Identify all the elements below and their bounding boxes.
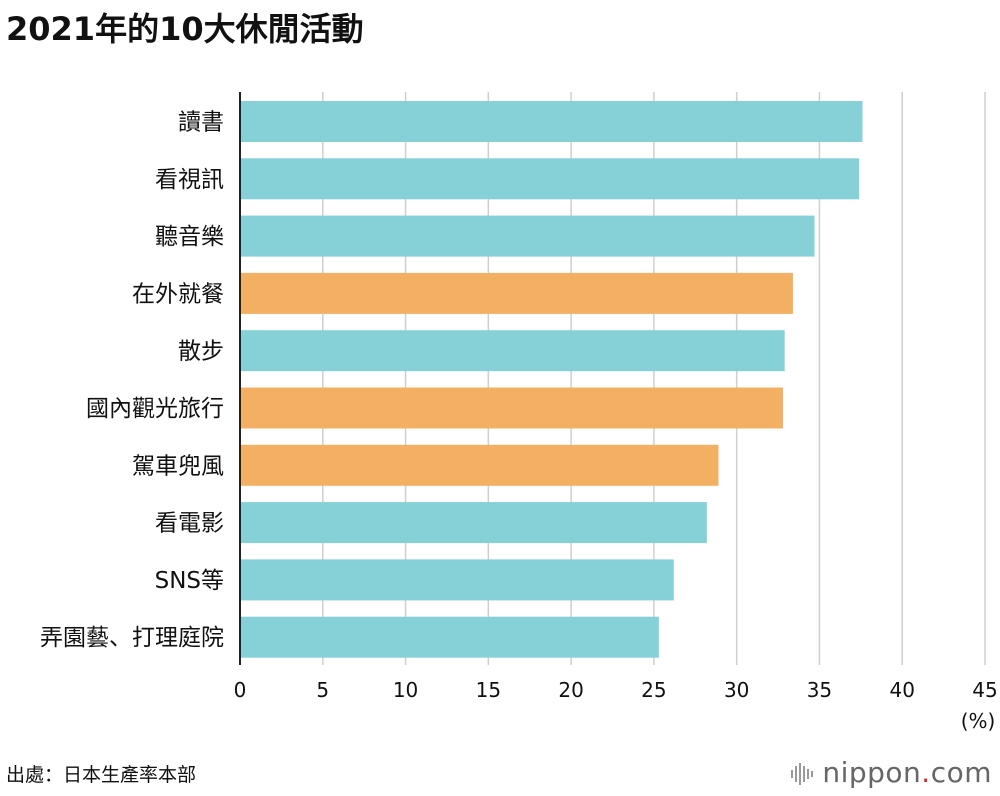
x-tick-label: 0 [234,678,247,702]
x-tick-label: 20 [558,678,583,702]
bar [240,158,860,200]
x-tick-label: 40 [889,678,914,702]
bar [240,215,815,257]
bar [240,272,793,314]
x-tick-labels: 0 5 10 15 20 25 30 35 40 45 [234,678,998,702]
unit-label: (%) [961,709,996,733]
logo-suffix: com [930,756,992,789]
logo-dot: . [921,756,931,789]
x-tick-label: 10 [393,678,418,702]
bar [240,502,707,544]
category-label: 在外就餐 [132,281,224,307]
category-label: 看電影 [155,511,224,537]
x-tick-label: 15 [476,678,501,702]
bar [240,559,674,601]
x-tick-label: 35 [807,678,832,702]
category-label: 讀書 [178,110,224,136]
logo-name: nippon [822,756,922,789]
logo-bars-icon [791,763,814,785]
x-tick-label: 45 [972,678,997,702]
category-label: 看視訊 [155,167,224,193]
bars [240,101,863,658]
source-note: 出處：日本生產率本部 [6,764,197,786]
bar [240,330,785,372]
chart-title: 2021年的10大休閒活動 [6,10,364,48]
x-tick-label: 25 [641,678,666,702]
bar [240,101,863,142]
category-label: SNS等 [155,568,224,594]
category-label: 散步 [178,339,224,365]
category-label: 駕車兜風 [132,453,224,479]
x-tick-label: 30 [724,678,749,702]
category-label: 國內觀光旅行 [86,396,224,422]
nippon-logo[interactable]: nippon.com [790,756,992,789]
bar [240,616,659,658]
x-tick-label: 5 [316,678,329,702]
bar [240,387,784,429]
category-label: 弄園藝、打理庭院 [40,625,224,651]
bar-chart: 讀書看視訊聽音樂在外就餐散步國內觀光旅行駕車兜風看電影SNS等弄園藝、打理庭院 … [40,92,998,733]
bar [240,444,719,486]
category-label: 聽音樂 [155,224,224,250]
